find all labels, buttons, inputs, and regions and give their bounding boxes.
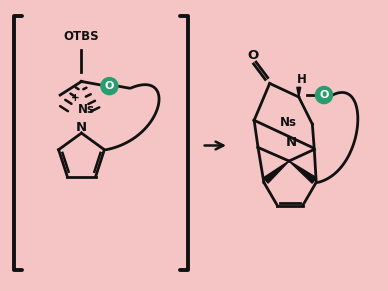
Text: N: N: [76, 121, 87, 134]
Text: +: +: [71, 93, 80, 103]
Text: OTBS: OTBS: [64, 30, 99, 43]
Text: H: H: [297, 73, 307, 86]
Polygon shape: [289, 161, 316, 183]
Text: Ns: Ns: [279, 116, 296, 129]
Circle shape: [101, 78, 118, 95]
Text: Ns: Ns: [78, 103, 95, 116]
Polygon shape: [263, 161, 289, 183]
Text: N: N: [286, 136, 296, 149]
Polygon shape: [297, 87, 301, 97]
Text: O: O: [319, 90, 329, 100]
Text: O: O: [105, 81, 114, 91]
Circle shape: [315, 86, 333, 104]
Text: O: O: [248, 49, 259, 62]
